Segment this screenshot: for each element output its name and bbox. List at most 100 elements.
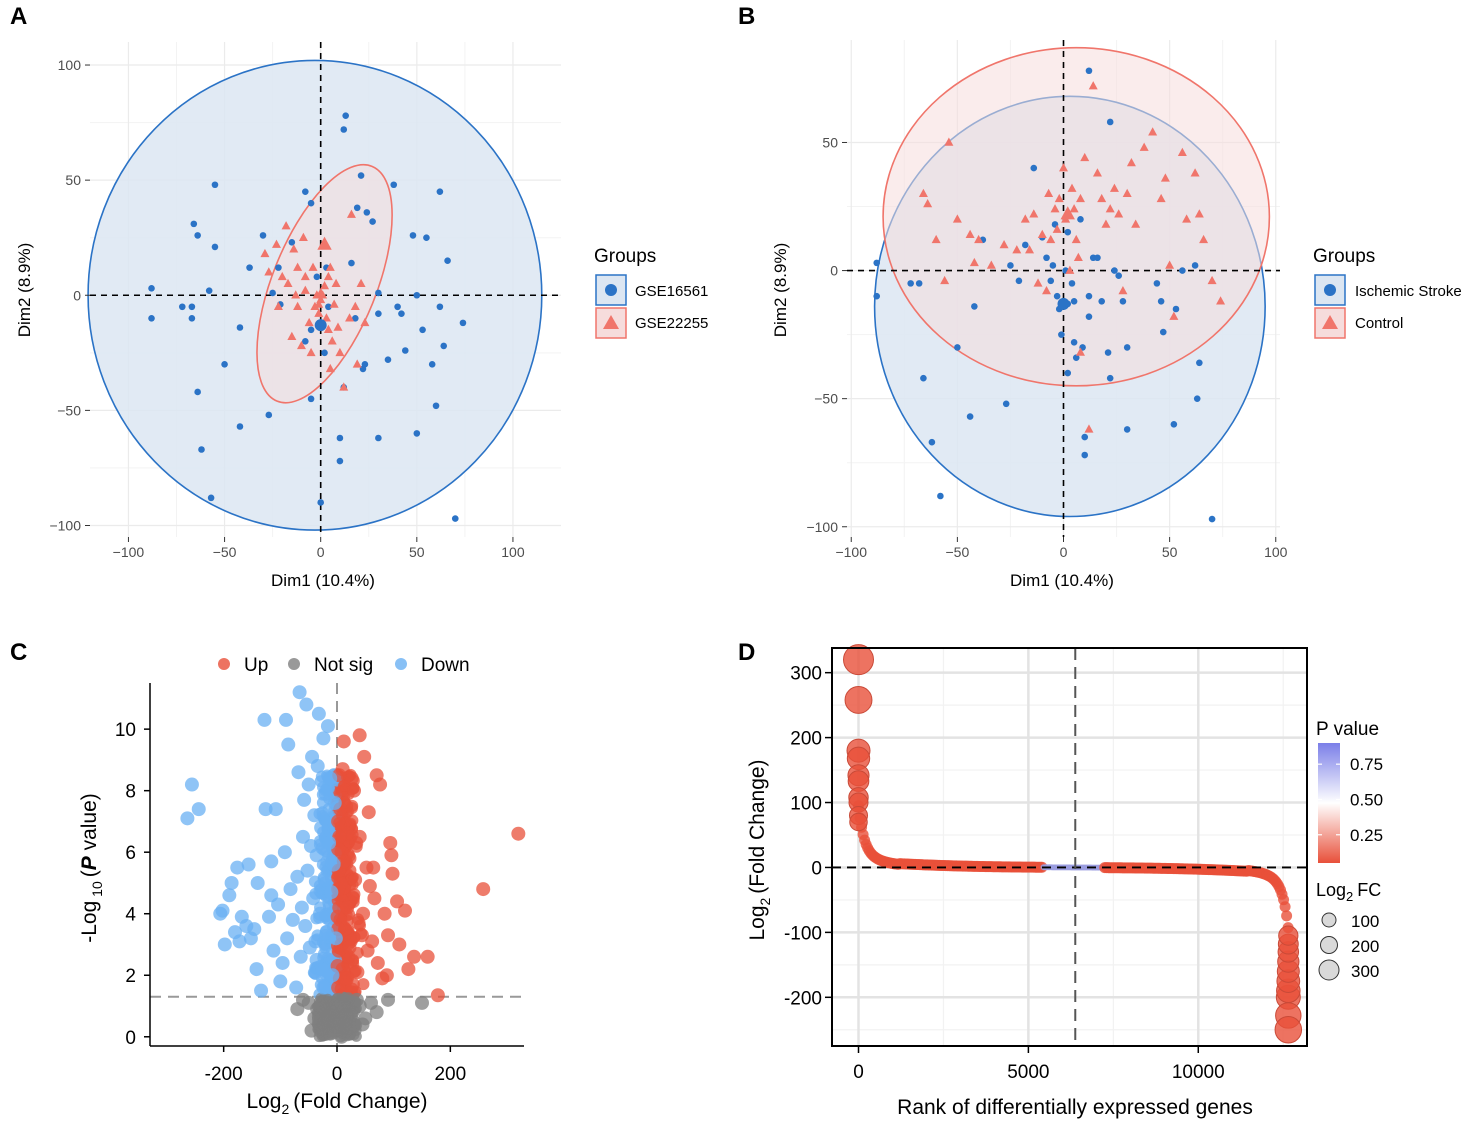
legend-label-not-sig: Not sig	[314, 655, 373, 676]
panel-a-point-blue	[428, 361, 436, 368]
panel-b-point-triangle	[1075, 193, 1085, 203]
panel-d-point	[1279, 901, 1291, 913]
panel-c-point-down	[281, 737, 296, 752]
panel-c-point-down	[294, 900, 309, 915]
panel-a-point-blue	[265, 411, 273, 419]
panel-label-a: A	[10, 3, 27, 30]
panel-a-point-blue	[275, 264, 282, 271]
panel-a-point-blue	[207, 494, 215, 502]
legend-label-down: Down	[421, 655, 470, 676]
panel-c-point-down	[324, 885, 339, 900]
panel-c-point-down	[254, 983, 269, 998]
panel-c-point-up	[398, 903, 412, 918]
panel-b-point-triangle	[923, 198, 933, 208]
panel-c-point-down	[296, 829, 310, 844]
panel-c-point-not-sig	[331, 1011, 346, 1026]
panel-b-point-triangle	[940, 275, 950, 285]
panel-b-ytick-label: 0	[830, 263, 838, 279]
panel-a-point-triangle	[296, 340, 306, 350]
panel-a-point-blue	[325, 303, 332, 311]
panel-b-point-triangle	[1182, 214, 1192, 223]
panel-b-point-blue	[1064, 228, 1072, 236]
panel-a-point-triangle	[304, 317, 314, 327]
panel-c-point-down	[271, 897, 286, 912]
panel-b-point-triangle	[969, 257, 979, 267]
panel-c-point-down	[280, 931, 295, 946]
panel-a-point-blue	[423, 234, 430, 241]
panel-c-ytick-label: 2	[125, 966, 136, 987]
legend-label-ischemic-stroke: Ischemic Stroke	[1355, 283, 1462, 300]
panel-c-point-up	[352, 829, 367, 844]
panel-b-point-triangle	[999, 239, 1009, 249]
panel-b-point-blue	[1043, 254, 1050, 262]
panel-c-point-down	[180, 811, 195, 826]
panel-a-point-triangle	[346, 209, 356, 218]
panel-a-point-blue	[205, 287, 213, 294]
panel-a-point-blue	[269, 289, 276, 297]
panel-c-point-up	[361, 805, 376, 820]
panel-b-point-triangle	[1020, 214, 1030, 223]
panel-b-point-blue	[1047, 277, 1055, 285]
panel-a-point-triangle	[277, 271, 287, 281]
panel-a-point-triangle	[325, 262, 335, 271]
panel-d-frame	[831, 647, 1308, 1047]
panel-b-point-triangle	[965, 229, 975, 238]
panel-a-xtick-label: 100	[501, 544, 525, 560]
panel-c-point-up	[369, 768, 384, 783]
panel-a-point-blue	[246, 264, 253, 271]
size-legend-label-100: 100	[1351, 912, 1379, 931]
panel-b-point-triangle	[1067, 183, 1077, 192]
panel-b-point-triangle	[1075, 347, 1085, 356]
panel-a-point-triangle	[306, 347, 316, 357]
panel-c-xtick-label: 200	[434, 1064, 466, 1085]
panel-a-point-blue	[211, 243, 219, 251]
panel-a-point-blue	[302, 338, 309, 345]
panel-c-point-up	[336, 734, 351, 749]
panel-label-b: B	[738, 3, 755, 30]
panel-a-point-triangle	[314, 308, 324, 317]
panel-c-point-down	[258, 802, 273, 817]
panel-c-point-not-sig	[381, 992, 395, 1007]
panel-b-point-triangle	[1092, 168, 1102, 177]
panel-c-point-down	[306, 891, 321, 906]
panel-a-point-blue	[190, 220, 198, 228]
size-legend-label-300: 300	[1351, 962, 1379, 981]
panel-b-point-blue	[1070, 338, 1078, 346]
panel-c-point-down	[215, 903, 230, 918]
panel-a-point-triangle	[300, 285, 310, 294]
panel-b-point-triangle	[918, 188, 928, 197]
panel-c-point-down	[279, 712, 293, 727]
panel-b-point-triangle	[1084, 424, 1094, 433]
panel-a-point-triangle	[273, 301, 283, 311]
pvalue-tick-label: 0.50	[1350, 790, 1383, 809]
panel-a-point-triangle	[339, 382, 349, 391]
panel-a-point-blue	[221, 361, 228, 368]
panel-a-point-blue	[432, 402, 440, 410]
panel-b-ytick-label: −50	[814, 391, 838, 407]
panel-a-point-triangle	[327, 336, 337, 345]
panel-a-point-blue	[317, 499, 324, 506]
panel-c-point-up	[351, 915, 366, 930]
panel-a-point-triangle	[333, 322, 343, 331]
panel-b-point-blue	[1172, 305, 1180, 313]
panel-b-ellipses	[873, 46, 1271, 518]
panel-a-ytick-label: −100	[49, 517, 81, 533]
panel-b-point-triangle	[974, 234, 984, 244]
panel-d-ylabel: Log2(Fold Change)	[746, 759, 773, 940]
panel-a-point-blue	[409, 232, 417, 239]
panel-c-point-down	[301, 777, 316, 792]
panel-a-point-blue	[194, 388, 201, 396]
panel-a-point-triangle	[293, 301, 303, 311]
panel-a-point-triangle	[283, 278, 293, 287]
panel-c-point-down	[184, 777, 199, 792]
panel-b-point-blue	[1123, 344, 1131, 351]
panel-d-ticks: 0 5000 10000 -200 -100 0 100 200 300	[784, 664, 1225, 1083]
panel-c-point-down	[299, 697, 314, 712]
panel-a-point-triangle	[321, 313, 331, 322]
pvalue-colorbar	[1318, 743, 1340, 863]
panel-label-c: C	[10, 639, 27, 666]
panel-d-point-extreme	[843, 644, 875, 676]
panel-a-point-blue	[194, 232, 201, 239]
panel-b-point-triangle	[1037, 229, 1047, 238]
panel-b-point-blue	[1179, 267, 1186, 274]
